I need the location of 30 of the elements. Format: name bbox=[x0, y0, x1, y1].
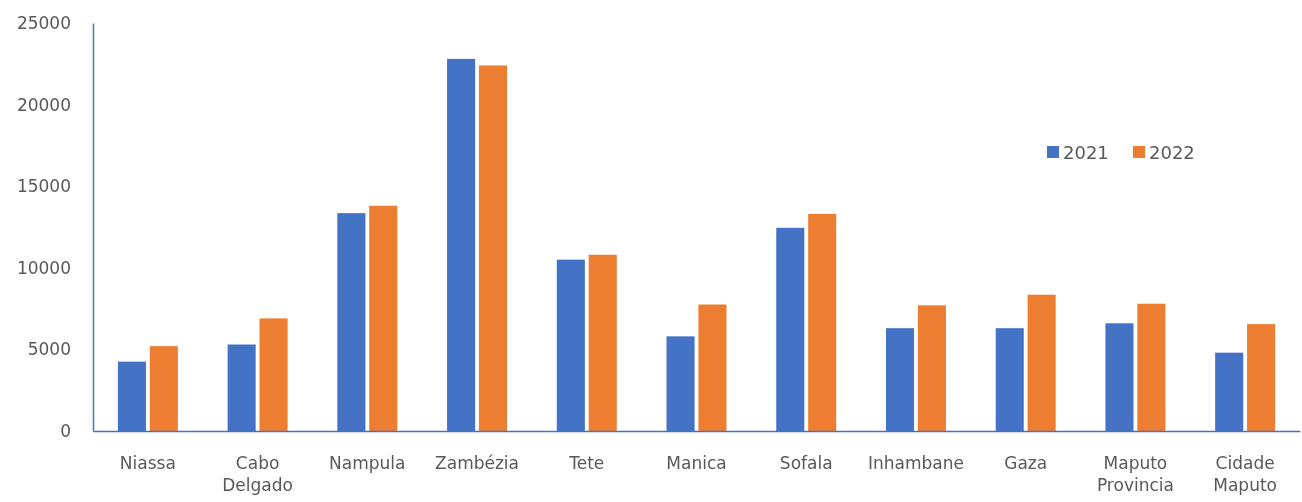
x-tick-label: Niassa bbox=[119, 453, 176, 473]
y-tick-label: 10000 bbox=[16, 257, 71, 278]
x-tick-label: Manica bbox=[666, 453, 727, 473]
y-tick-label: 15000 bbox=[16, 176, 71, 197]
legend-label: 2022 bbox=[1149, 142, 1195, 164]
bar bbox=[1027, 294, 1056, 431]
x-tick-label: Tete bbox=[568, 453, 605, 473]
bar bbox=[149, 346, 178, 431]
bar bbox=[259, 318, 288, 431]
y-tick-label: 20000 bbox=[16, 94, 71, 115]
x-tick-label: Cidade Maputo bbox=[1213, 453, 1277, 495]
bar bbox=[588, 254, 617, 431]
x-tick-label: Nampula bbox=[329, 453, 406, 473]
y-tick-label: 5000 bbox=[27, 339, 71, 360]
x-tick-label: Zambézia bbox=[435, 453, 520, 473]
x-tick-label: Sofala bbox=[779, 453, 833, 473]
bar bbox=[808, 213, 837, 431]
x-tick-label: Cabo Delgado bbox=[222, 453, 293, 495]
bar bbox=[1137, 303, 1166, 431]
bar bbox=[478, 65, 508, 431]
bar bbox=[369, 205, 398, 431]
x-tick-label: Inhambane bbox=[867, 453, 964, 473]
bar bbox=[917, 305, 946, 431]
y-tick-label: 25000 bbox=[16, 12, 71, 33]
legend-label: 2021 bbox=[1063, 142, 1109, 164]
y-tick-label: 0 bbox=[60, 420, 71, 441]
x-tick-label: Maputo Provincia bbox=[1096, 453, 1174, 495]
x-tick-label: Gaza bbox=[1004, 453, 1048, 473]
bar bbox=[698, 304, 727, 431]
bar bbox=[1247, 324, 1276, 431]
